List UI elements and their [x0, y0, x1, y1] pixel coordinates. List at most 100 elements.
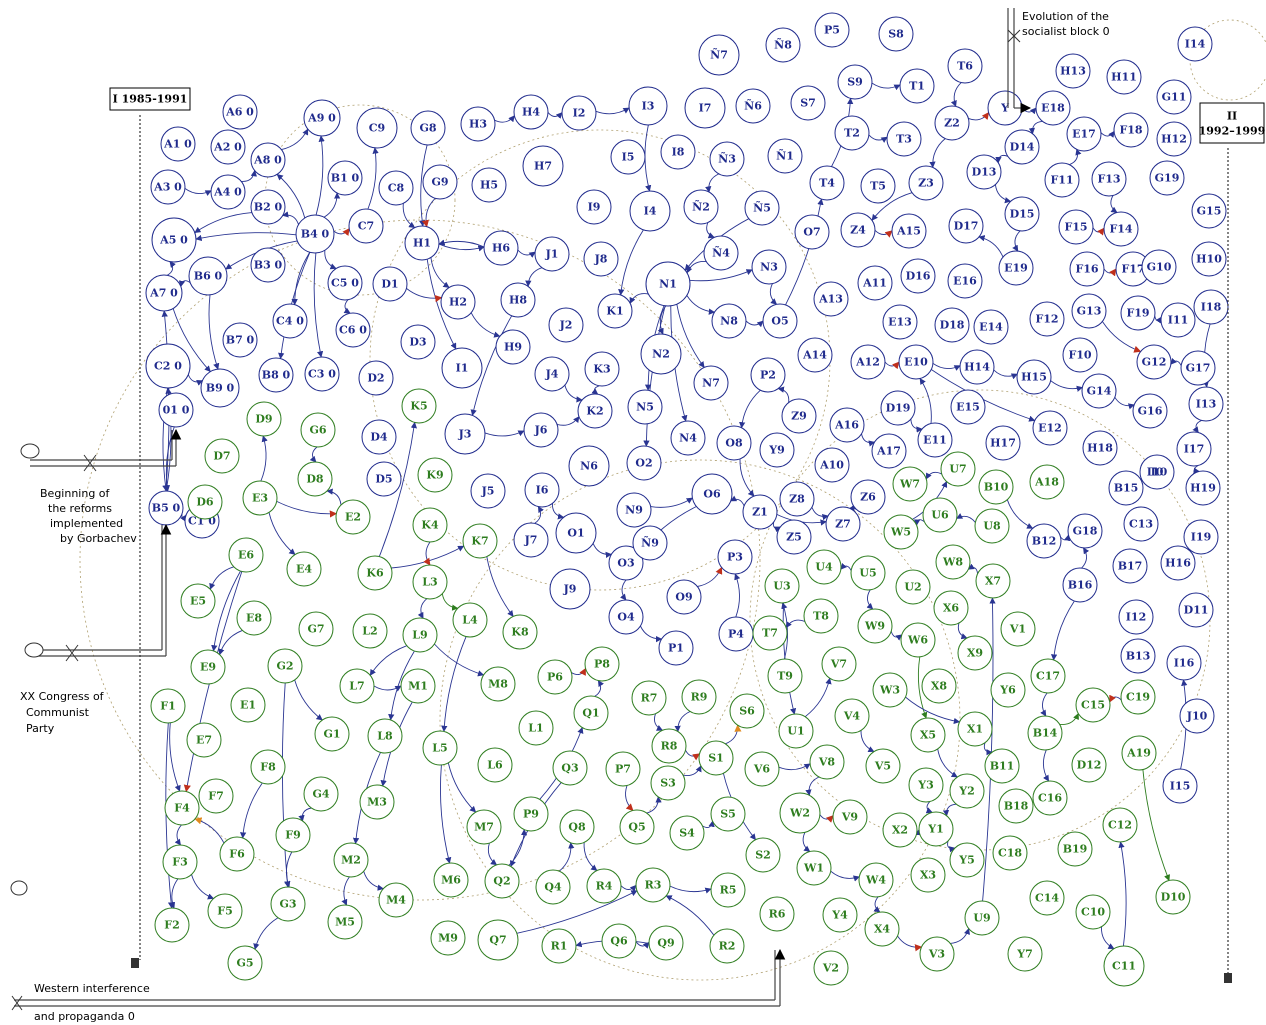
variable-node: H7 [522, 145, 564, 187]
variable-node: W5 [883, 514, 919, 550]
variable-node: C16 [1032, 780, 1068, 816]
variable-node: Y9 [759, 432, 795, 468]
variable-node: B16 [1062, 567, 1098, 603]
variable-circle [1081, 373, 1117, 409]
variable-node: I13 [1188, 386, 1224, 422]
variable-label: N3 [760, 261, 778, 274]
variable-node: A5 0 [151, 217, 197, 263]
variable-label: R1 [551, 940, 568, 953]
variable-label: B16 [1068, 579, 1093, 592]
causal-link [187, 374, 204, 386]
variable-circle [154, 907, 190, 943]
variable-circle [892, 466, 928, 502]
variable-label: B13 [1126, 650, 1151, 663]
variable-node: S4 [669, 815, 705, 851]
valve-icon [11, 29, 1021, 1011]
variable-label: A16 [834, 419, 859, 432]
causal-link [802, 832, 811, 852]
variable-circle [764, 568, 800, 604]
causal-link [326, 488, 342, 506]
variable-label: T5 [870, 180, 886, 193]
variable-circle [348, 208, 384, 244]
variable-circle [1004, 129, 1040, 165]
causal-link [341, 876, 350, 906]
variable-node: Z9 [781, 398, 817, 434]
variable-node: I1 [441, 347, 483, 389]
variable-node: U4 [806, 549, 842, 585]
variable-label: I8 [672, 146, 685, 159]
variable-circle [1000, 611, 1036, 647]
causal-link [517, 249, 536, 258]
causal-link [929, 138, 946, 169]
variable-label: H15 [1021, 371, 1047, 384]
causal-link [968, 112, 990, 121]
variable-node: P2 [750, 357, 786, 393]
variable-label: R3 [645, 879, 662, 892]
variable-circle [1118, 599, 1154, 635]
variable-node: G2 [267, 648, 303, 684]
causal-link [241, 169, 257, 182]
causal-link [487, 842, 498, 866]
variable-node: I4 [629, 190, 671, 232]
variable-label: Q8 [568, 821, 586, 834]
variable-circle [1071, 747, 1107, 783]
variable-node: Z2 [934, 105, 970, 141]
variable-node: U5 [850, 555, 886, 591]
variable-node: K1 [597, 293, 633, 329]
causal-link [559, 842, 575, 872]
causal-link [1050, 380, 1084, 392]
variable-label: B19 [1063, 843, 1088, 856]
causal-link [363, 871, 384, 891]
variable-label: C7 [358, 220, 374, 233]
variable-node: W8 [935, 544, 971, 580]
variable-node: A14 [797, 337, 833, 373]
variable-label: C6 0 [339, 324, 367, 337]
variable-circle [541, 928, 577, 964]
variable-node: F15 [1058, 209, 1094, 245]
variable-circle [711, 303, 747, 339]
variable-label: O9 [675, 591, 692, 604]
variable-label: M4 [386, 894, 406, 907]
variable-node: B18 [998, 788, 1034, 824]
variable-node: Q7 [477, 919, 519, 961]
variable-circle [151, 217, 197, 263]
causal-link [1092, 227, 1105, 236]
variable-node: G12 [1136, 344, 1172, 380]
variable-circle [1032, 410, 1068, 446]
variable-label: H10 [1196, 253, 1222, 266]
variable-circle [444, 413, 486, 455]
causal-link [434, 643, 485, 677]
variable-label: E7 [196, 734, 212, 747]
causal-link [1081, 547, 1090, 569]
variable-label: X1 [967, 723, 983, 736]
variable-node: N5 [627, 389, 663, 425]
variable-node: X9 [957, 635, 993, 671]
variable-circle [765, 27, 801, 63]
variable-node: A9 0 [303, 99, 341, 137]
variable-label: G4 [312, 788, 329, 801]
variable-node: L5 [422, 730, 458, 766]
causal-link [406, 288, 443, 303]
variable-circle [1177, 26, 1213, 62]
variable-circle [940, 451, 976, 487]
causal-link [440, 764, 452, 864]
variable-circle [441, 347, 483, 389]
variable-label: Ñ8 [774, 38, 792, 52]
variable-label: Y5 [958, 854, 975, 867]
causal-link [323, 192, 341, 218]
variable-circle [933, 590, 969, 626]
variable-label: F3 [172, 856, 187, 869]
causal-link [860, 730, 875, 753]
variable-circle [648, 925, 684, 961]
caption-socialist: Evolution of the socialist block 0 [1022, 10, 1110, 38]
variable-label: J2 [559, 319, 573, 332]
variable-label: J1 [545, 248, 559, 261]
variable-circle [883, 514, 919, 550]
variable-node: D18 [934, 307, 970, 343]
variable-circle [1178, 592, 1214, 628]
variable-circle [608, 599, 644, 635]
variable-node: T6 [947, 48, 983, 84]
variable-circle [462, 523, 498, 559]
variable-node: O2 [626, 445, 662, 481]
